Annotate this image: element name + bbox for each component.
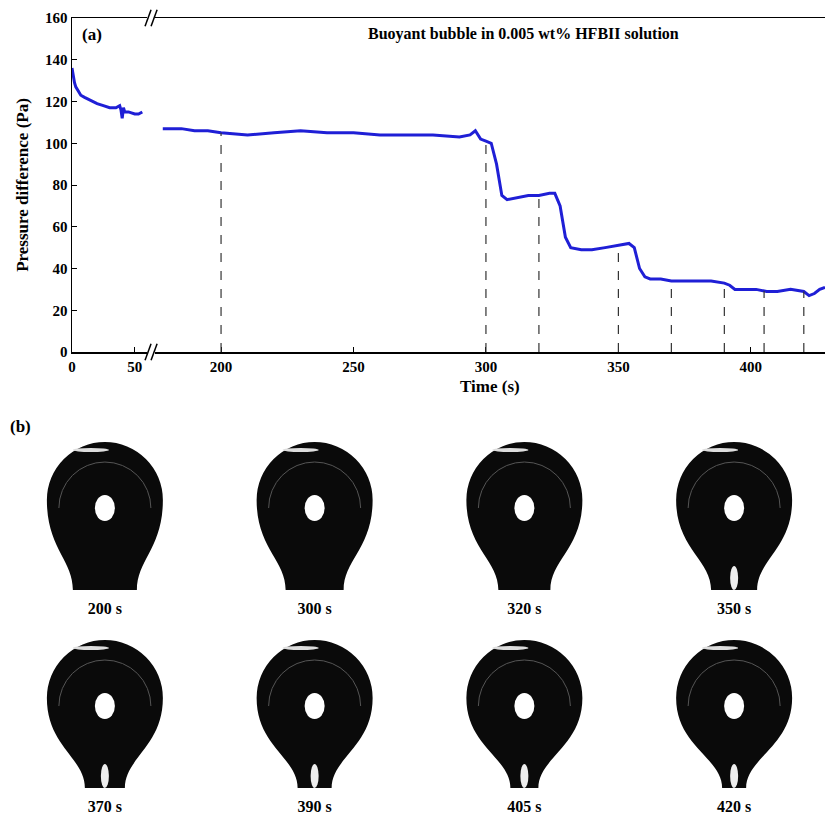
svg-text:Pressure difference (Pa): Pressure difference (Pa) bbox=[13, 98, 32, 272]
svg-text:(a): (a) bbox=[82, 25, 102, 44]
svg-text:Time (s): Time (s) bbox=[460, 377, 520, 396]
svg-text:80: 80 bbox=[53, 177, 68, 193]
svg-text:300: 300 bbox=[475, 359, 498, 375]
svg-text:420 s: 420 s bbox=[717, 798, 751, 815]
svg-text:400: 400 bbox=[740, 359, 763, 375]
svg-text:300 s: 300 s bbox=[298, 600, 332, 617]
svg-text:40: 40 bbox=[53, 261, 68, 277]
svg-text:0: 0 bbox=[68, 359, 76, 375]
svg-text:390 s: 390 s bbox=[298, 798, 332, 815]
svg-text:370 s: 370 s bbox=[88, 798, 122, 815]
svg-text:250: 250 bbox=[342, 359, 365, 375]
svg-text:350: 350 bbox=[607, 359, 630, 375]
svg-text:140: 140 bbox=[45, 52, 68, 68]
svg-text:0: 0 bbox=[60, 344, 68, 360]
svg-text:160: 160 bbox=[45, 10, 68, 26]
svg-text:320 s: 320 s bbox=[507, 600, 541, 617]
svg-text:20: 20 bbox=[53, 303, 68, 319]
svg-text:(b): (b) bbox=[10, 417, 31, 436]
svg-text:Buoyant bubble in 0.005 wt% HF: Buoyant bubble in 0.005 wt% HFBII soluti… bbox=[368, 25, 679, 43]
svg-text:120: 120 bbox=[45, 94, 68, 110]
svg-text:100: 100 bbox=[45, 136, 68, 152]
svg-text:50: 50 bbox=[127, 359, 142, 375]
svg-text:405 s: 405 s bbox=[507, 798, 541, 815]
svg-text:200 s: 200 s bbox=[88, 600, 122, 617]
svg-text:350 s: 350 s bbox=[717, 600, 751, 617]
svg-text:60: 60 bbox=[53, 219, 68, 235]
svg-text:200: 200 bbox=[210, 359, 233, 375]
